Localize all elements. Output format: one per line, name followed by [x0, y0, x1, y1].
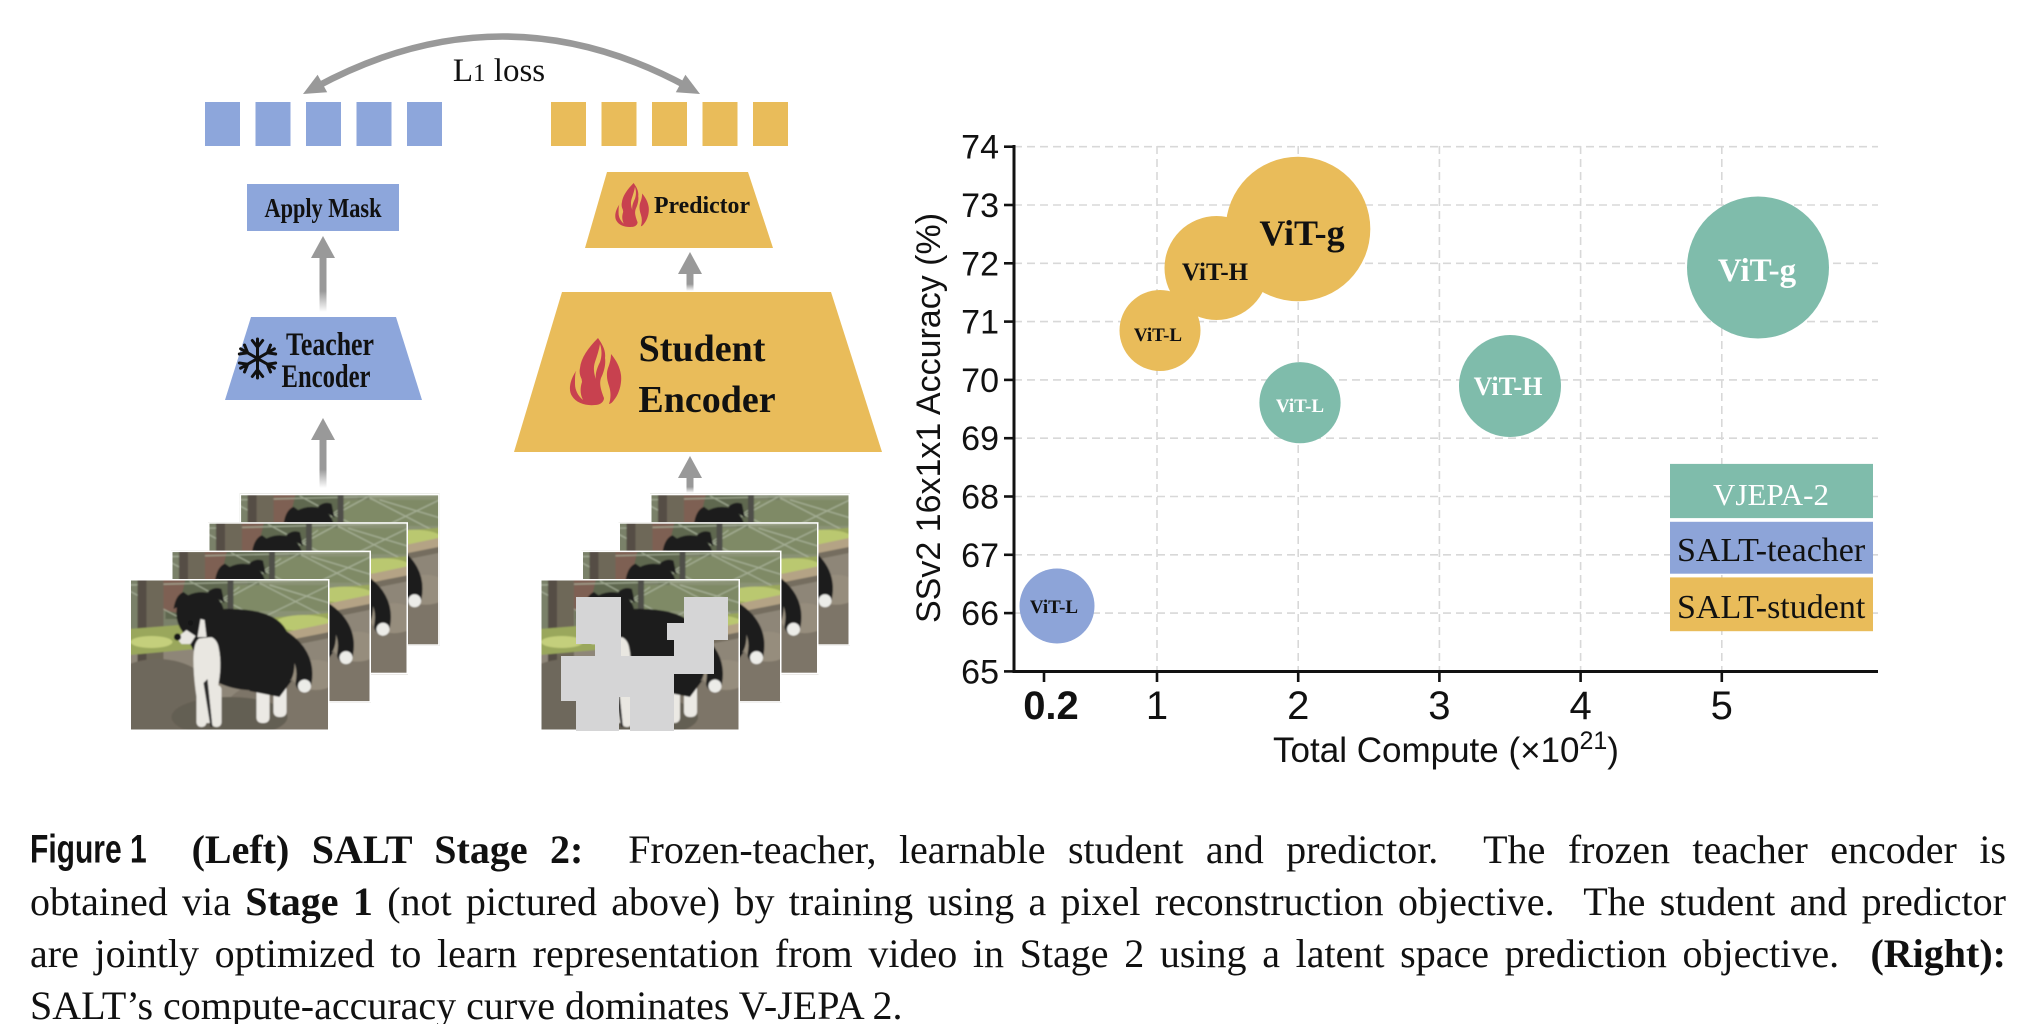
svg-text:71: 71: [961, 304, 999, 342]
svg-text:65: 65: [961, 653, 999, 691]
svg-text:ViT-H: ViT-H: [1182, 259, 1249, 286]
svg-text:ViT-H: ViT-H: [1474, 372, 1543, 401]
svg-text:3: 3: [1428, 684, 1450, 728]
svg-text:L1 loss: L1 loss: [453, 53, 545, 89]
svg-text:ViT-g: ViT-g: [1718, 253, 1797, 289]
svg-text:2: 2: [1287, 684, 1309, 728]
svg-text:Total Compute (×1021): Total Compute (×1021): [1273, 727, 1619, 770]
svg-text:ViT-L: ViT-L: [1030, 597, 1078, 618]
svg-text:ViT-L: ViT-L: [1134, 325, 1182, 346]
svg-text:74: 74: [961, 129, 999, 167]
svg-text:72: 72: [961, 245, 999, 283]
svg-text:5: 5: [1711, 684, 1733, 728]
svg-text:SALT-student: SALT-student: [1677, 589, 1866, 626]
svg-text:69: 69: [961, 420, 999, 458]
svg-text:73: 73: [961, 187, 999, 225]
svg-text:Encoder: Encoder: [282, 359, 371, 395]
svg-text:Teacher: Teacher: [286, 327, 374, 363]
svg-text:68: 68: [961, 479, 999, 517]
svg-text:Student: Student: [639, 328, 766, 370]
svg-text:Predictor: Predictor: [654, 193, 750, 219]
svg-text:66: 66: [961, 595, 999, 633]
svg-text:VJEPA-2: VJEPA-2: [1713, 477, 1829, 512]
svg-text:ViT-L: ViT-L: [1276, 396, 1324, 417]
svg-text:70: 70: [961, 362, 999, 400]
svg-text:ViT-g: ViT-g: [1259, 213, 1344, 253]
svg-text:1: 1: [1146, 684, 1168, 728]
svg-text:4: 4: [1569, 684, 1591, 728]
svg-text:Apply Mask: Apply Mask: [265, 193, 382, 223]
svg-text:0.2: 0.2: [1023, 684, 1079, 728]
svg-text:SALT-teacher: SALT-teacher: [1677, 532, 1866, 569]
svg-text:67: 67: [961, 537, 999, 575]
svg-text:SSv2 16x1x1 Accuracy (%): SSv2 16x1x1 Accuracy (%): [910, 213, 948, 623]
svg-text:Encoder: Encoder: [638, 379, 775, 421]
